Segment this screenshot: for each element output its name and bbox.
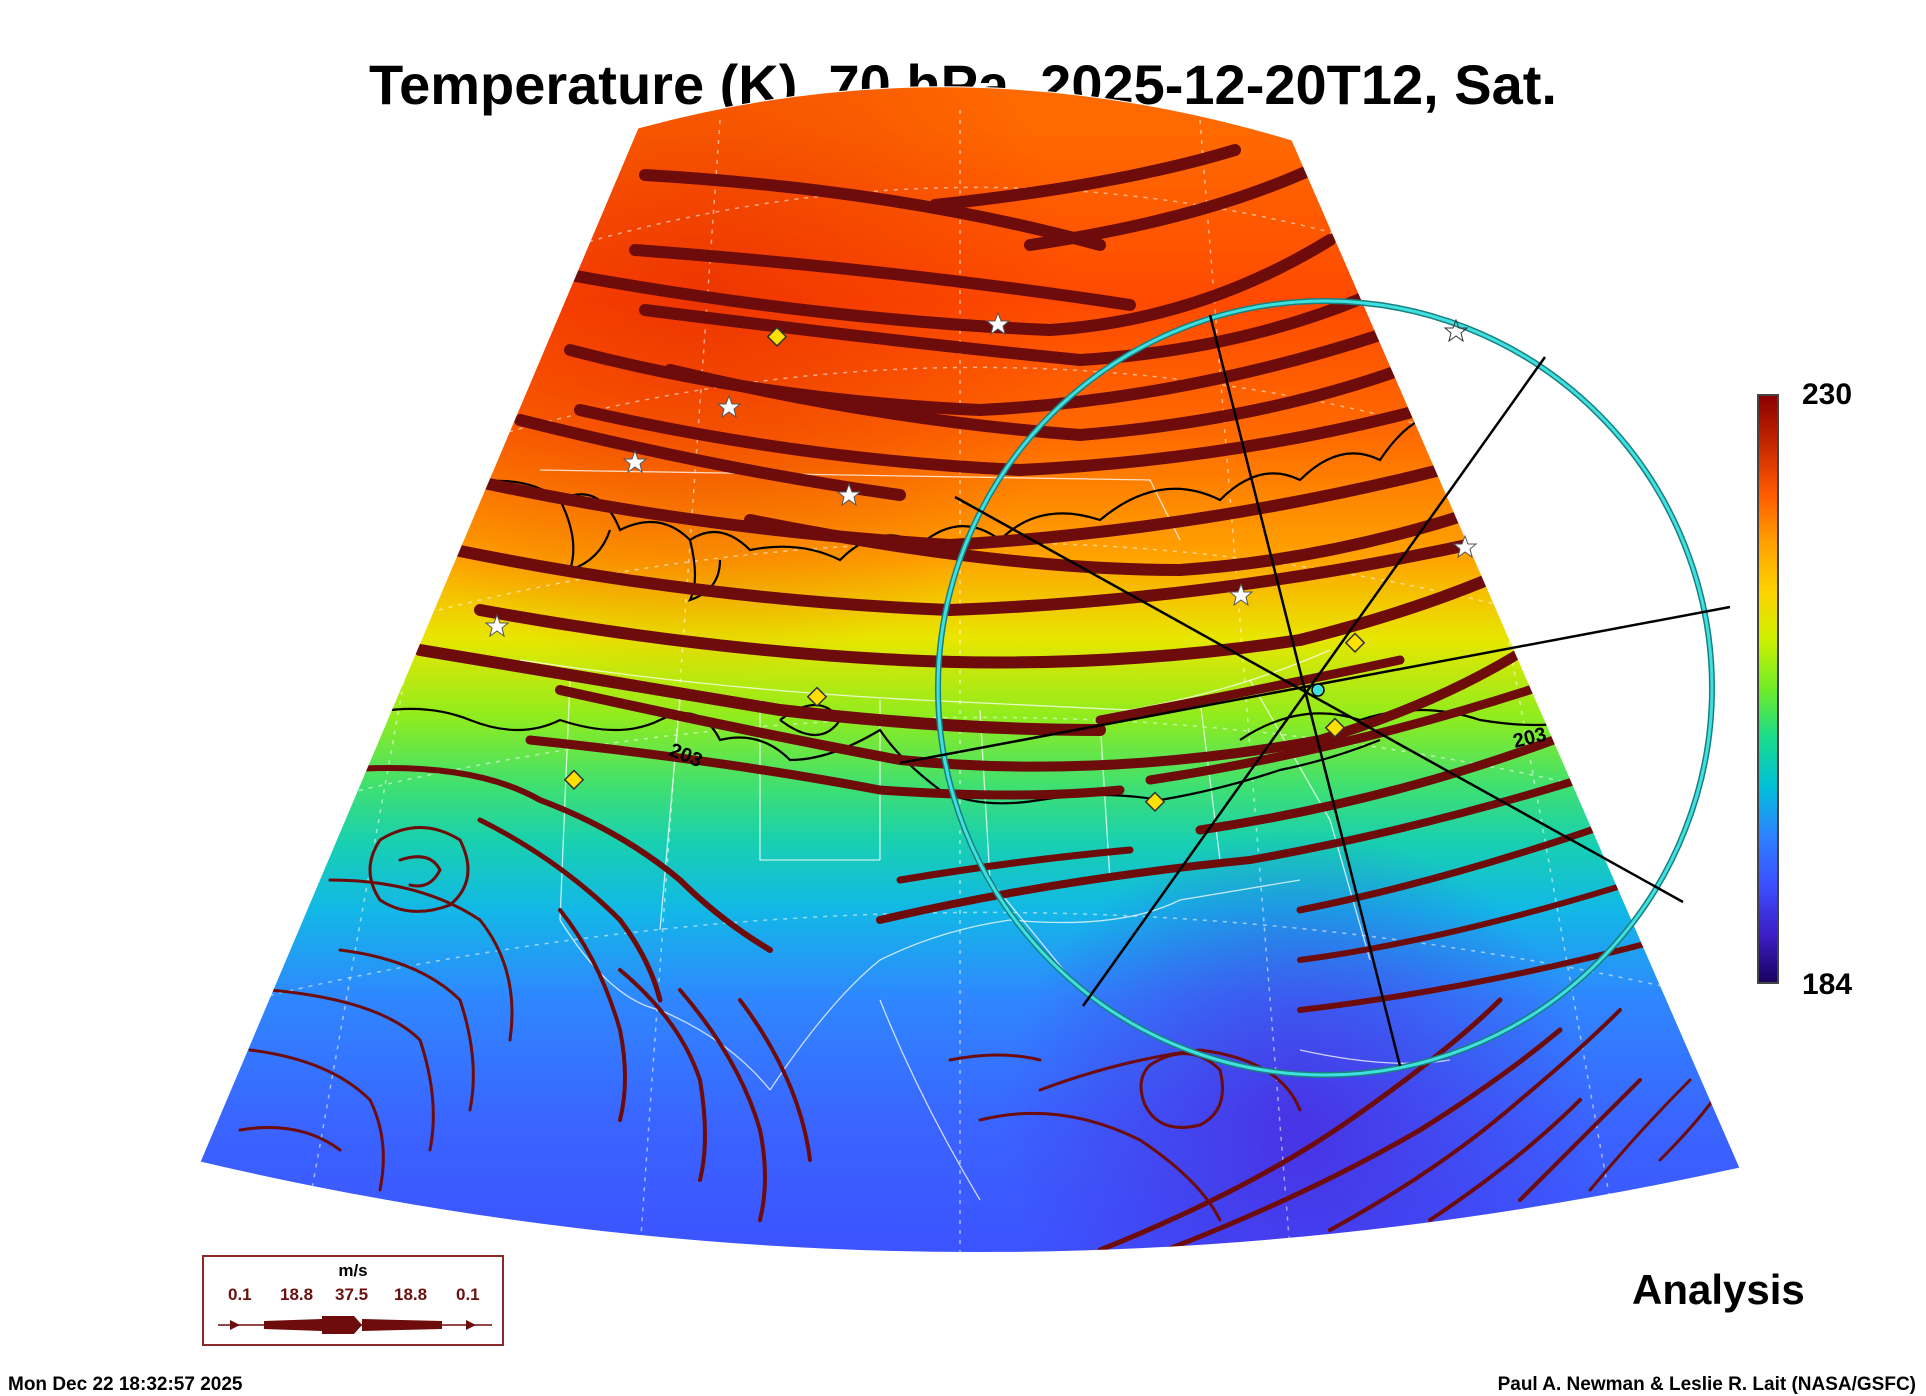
station-markers-yellow <box>563 326 1366 812</box>
temperature-colorbar <box>1757 394 1779 984</box>
center-point-marker <box>1311 683 1325 697</box>
footer-date: Mon Dec 22 18:32:57 2025 <box>8 1374 243 1395</box>
analysis-label: Analysis <box>1632 1266 1805 1313</box>
wind-speed-legend: m/s 0.1 18.8 37.5 18.8 0.1 <box>202 1255 504 1346</box>
legend-unit: m/s <box>338 1261 368 1280</box>
temperature-field <box>200 86 1740 1253</box>
legend-value: 18.8 <box>280 1285 314 1304</box>
station-markers-star <box>484 311 1478 638</box>
legend-value: 18.8 <box>394 1285 428 1304</box>
colorbar-max-label: 230 <box>1802 378 1853 411</box>
legend-value: 0.1 <box>456 1285 480 1304</box>
colorbar-min-label: 184 <box>1802 968 1853 1001</box>
analysis-circle[interactable] <box>935 298 1715 1078</box>
footer-credit: Paul A. Newman & Leslie R. Lait (NASA/GS… <box>1497 1374 1916 1395</box>
legend-value: 0.1 <box>228 1285 252 1304</box>
legend-value: 37.5 <box>335 1285 369 1304</box>
map-outline <box>199 86 1741 1253</box>
legend-arrow-scale <box>218 1316 492 1334</box>
wind-streamlines <box>238 144 1722 1253</box>
